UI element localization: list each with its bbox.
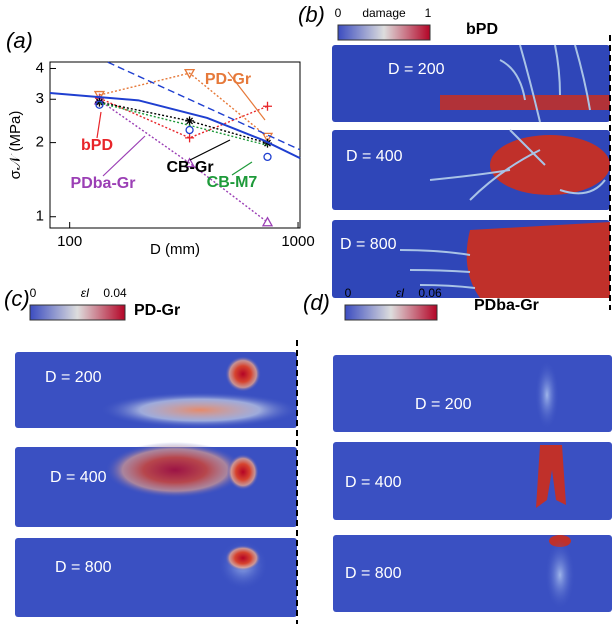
series-label: PD-Gr [205, 71, 251, 88]
annotation-arrow [189, 139, 231, 161]
strain-zone [225, 545, 261, 571]
y-tick-label: 1 [36, 208, 44, 225]
marker [185, 133, 195, 143]
sim-label: D = 200 [45, 369, 102, 386]
series-line [99, 101, 268, 144]
sim-label: D = 200 [388, 61, 445, 78]
cracks [399, 249, 476, 289]
colorbar-title: εI [396, 286, 405, 300]
y-tick-label: 4 [36, 59, 44, 76]
sim-label: D = 400 [346, 148, 403, 165]
plot-frame [49, 61, 301, 229]
annotation-arrow [231, 161, 253, 176]
damage-zone [466, 222, 610, 298]
sim-label: D = 400 [50, 469, 107, 486]
series-line [99, 102, 268, 146]
colorbar-title: damage [362, 6, 406, 20]
strain-zone [545, 540, 575, 610]
series-line [99, 72, 268, 138]
annotation-arrow [227, 71, 266, 121]
damage-zone [490, 135, 610, 195]
panel-c: (c) 0 εI 0.04 PD-Gr D = 200 D = 400 D = … [4, 286, 300, 624]
colorbar-max: 1 [425, 6, 432, 20]
series-line [99, 97, 268, 139]
sim-label: D = 200 [415, 396, 472, 413]
strain-zone [535, 360, 559, 430]
colorbar-min: 0 [30, 286, 37, 300]
marker [261, 132, 274, 143]
marker [185, 125, 194, 135]
colorbar [29, 304, 126, 321]
x-axis-label: D (mm) [150, 241, 200, 258]
panel-b: (b) 0 damage 1 bPD D = 200 D = 400 D = 8… [298, 2, 611, 310]
colorbar [344, 304, 438, 321]
marker [185, 116, 195, 126]
sim-label: D = 800 [55, 559, 112, 576]
model-name: bPD [466, 21, 498, 38]
marker [183, 68, 196, 79]
series-line [107, 61, 301, 151]
beam [332, 45, 610, 122]
annotation-arrow [96, 111, 102, 139]
series-line [49, 92, 301, 160]
panel-a: (a) D (mm) σ𝒩 (MPa) 100 1000 1 2 3 4 bPD PD-Gr P… [6, 28, 315, 258]
model-name: PD-Gr [134, 302, 180, 319]
marker [93, 90, 106, 101]
marker [263, 152, 272, 162]
x-tick-label: 1000 [281, 233, 314, 250]
beam [333, 355, 612, 432]
series-label: bPD [81, 137, 113, 154]
x-tick-label: 100 [57, 233, 82, 250]
colorbar-min: 0 [345, 286, 352, 300]
beam [333, 535, 612, 612]
panel-label: (b) [298, 2, 325, 27]
cracks [429, 129, 606, 201]
strain-zone [225, 356, 261, 392]
panel-label: (d) [303, 290, 330, 315]
damage-band [440, 95, 610, 110]
panel-label: (c) [4, 286, 30, 311]
colorbar-max: 0.04 [103, 286, 127, 300]
model-name: PDba-Gr [474, 297, 539, 314]
marker [95, 100, 104, 109]
colorbar [337, 24, 431, 41]
y-tick-label: 2 [36, 134, 44, 151]
series-label: PDba-Gr [71, 175, 136, 192]
y-axis-label: σ𝒩 (MPa) [7, 111, 24, 180]
series-label: CB-Gr [166, 159, 213, 176]
y-tick-label: 3 [36, 90, 44, 107]
sim-label: D = 800 [340, 236, 397, 253]
marker [94, 97, 104, 107]
colorbar-max: 0.06 [418, 286, 442, 300]
cracks [499, 44, 591, 123]
marker [261, 216, 274, 227]
colorbar-title: εI [81, 286, 90, 300]
panel-label: (a) [6, 28, 33, 53]
strain-zone [227, 454, 259, 490]
panel-d: (d) 0 εI 0.06 PDba-Gr D = 200 D = 400 D … [303, 286, 612, 612]
strain-zone [105, 442, 245, 498]
marker [183, 157, 196, 168]
marker [263, 101, 273, 111]
colorbar-min: 0 [335, 6, 342, 20]
strain-zone [100, 392, 300, 428]
series-label: CB-M7 [207, 174, 258, 191]
strain-zone [536, 445, 566, 508]
sim-label: D = 800 [345, 565, 402, 582]
sim-label: D = 400 [345, 474, 402, 491]
series-line [99, 99, 268, 223]
annotation-arrow [102, 135, 146, 177]
